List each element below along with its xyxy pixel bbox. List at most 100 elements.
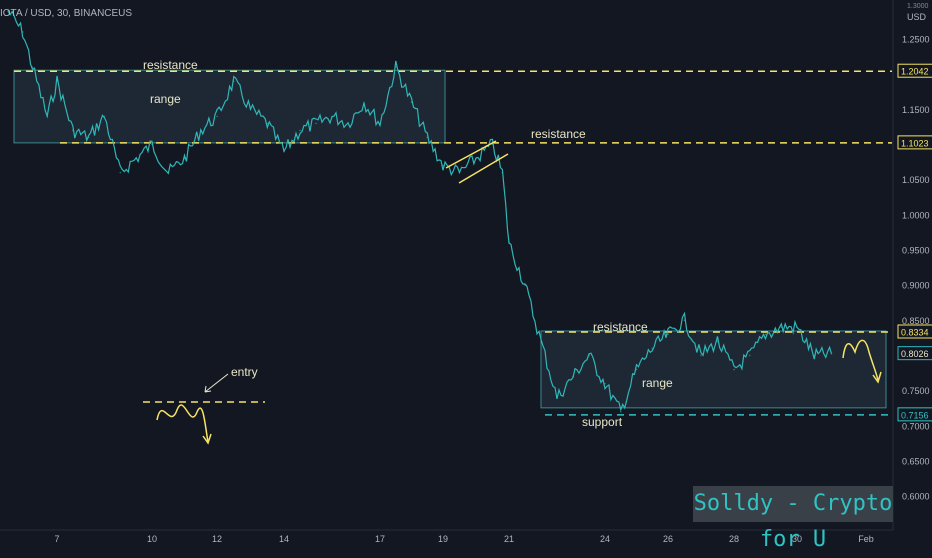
price-point: [410, 101, 413, 104]
y-tick-label: 1.2500: [902, 35, 930, 45]
price-point: [716, 340, 719, 343]
annotation-label: entry: [231, 365, 258, 379]
price-point: [331, 115, 333, 118]
price-point: [7, 10, 9, 12]
price-point: [299, 129, 301, 132]
y-tick-label: 0.6000: [902, 492, 930, 502]
x-tick-label: 7: [54, 534, 59, 544]
x-tick-label: 21: [504, 534, 514, 544]
price-tag-box: [897, 135, 932, 150]
entry-arrow-head: [202, 433, 212, 445]
y-tick-label: 1.1500: [902, 105, 930, 115]
price-point: [667, 333, 669, 336]
y-tick-label: 0.9000: [902, 281, 930, 291]
x-tick-label: 28: [729, 534, 739, 544]
annotation-label: range: [642, 376, 673, 390]
price-point: [475, 157, 477, 160]
price-tag-label: 0.7156: [901, 410, 929, 420]
channel-line-lower: [458, 153, 509, 184]
price-tag-label: 1.2042: [901, 67, 929, 77]
price-point: [556, 396, 558, 399]
price-point: [588, 354, 590, 357]
price-point: [21, 31, 24, 33]
y-tick-label: 0.6500: [902, 456, 930, 466]
price-point: [249, 108, 252, 111]
price-point: [748, 354, 751, 357]
annotation-label: resistance: [593, 320, 648, 334]
price-point: [216, 115, 218, 118]
price-point: [347, 122, 349, 125]
price-point: [315, 122, 317, 125]
x-tick-label: 26: [663, 534, 673, 544]
x-tick-label: Feb: [858, 534, 874, 544]
price-point: [733, 368, 735, 371]
price-point: [379, 122, 381, 125]
x-tick-label: 12: [212, 534, 222, 544]
y-tick-label: 0.7000: [902, 421, 930, 431]
price-point: [232, 80, 235, 82]
price-point: [442, 164, 444, 167]
price-point: [266, 122, 269, 125]
range-box-lower: [540, 330, 887, 409]
forecast-wave-arrow: [842, 339, 879, 381]
current-price-tag-label: 0.8026: [901, 349, 929, 359]
entry-pointer-arrow: [204, 373, 229, 393]
price-point: [491, 143, 494, 146]
price-point: [619, 410, 622, 413]
price-point: [540, 340, 542, 343]
channel-line-upper: [445, 140, 497, 169]
price-point: [426, 136, 429, 139]
annotation-label: range: [150, 92, 181, 106]
range-box-upper: [13, 69, 446, 144]
y-tick-label: 0.9500: [902, 245, 930, 255]
price-point: [183, 157, 186, 160]
price-point: [796, 326, 798, 329]
x-tick-label: 17: [375, 534, 385, 544]
price-point: [46, 115, 48, 118]
price-tag-box: [897, 407, 932, 422]
price-tag-label: 1.1023: [901, 138, 929, 148]
price-point: [199, 129, 202, 132]
x-tick-label: 30: [792, 534, 802, 544]
symbol-label: IOTA / USD, 30, BINANCEUS: [0, 8, 133, 19]
price-point: [103, 115, 106, 118]
price-point: [458, 171, 461, 174]
price-point: [830, 352, 833, 355]
price-tag-box: [897, 324, 932, 339]
y-tick-label: 0.7500: [902, 386, 930, 396]
watermark: Solldy - Crypto for U: [693, 486, 893, 552]
price-point: [501, 171, 504, 174]
price-point: [813, 354, 816, 357]
price-point: [524, 284, 526, 286]
price-point: [135, 157, 137, 160]
price-point: [572, 375, 574, 378]
axis-units: 1.3000 USD: [907, 2, 928, 22]
price-point: [683, 319, 686, 322]
price-point: [780, 326, 783, 329]
annotation-label: resistance: [531, 127, 586, 141]
x-tick-label: 19: [438, 534, 448, 544]
price-tag-label: 0.8334: [901, 327, 929, 337]
y-tick-label: 1.0000: [902, 210, 930, 220]
price-point: [764, 333, 767, 336]
x-tick-label: 14: [279, 534, 289, 544]
price-point: [700, 354, 702, 357]
price-point: [151, 143, 153, 146]
current-price-tag-box: [897, 346, 932, 361]
annotation-label: support: [582, 415, 623, 429]
price-point: [87, 136, 90, 139]
y-tick-label: 0.8500: [902, 316, 930, 326]
price-point: [167, 171, 170, 174]
entry-wave-arrow: [156, 404, 209, 443]
price-point: [363, 101, 365, 104]
price-tag-box: [897, 63, 932, 78]
price-point: [508, 242, 510, 244]
price-point: [119, 171, 122, 174]
y-axis-background: [893, 0, 932, 550]
x-tick-label: 24: [600, 534, 610, 544]
price-point: [72, 129, 74, 132]
price-point: [31, 66, 34, 68]
